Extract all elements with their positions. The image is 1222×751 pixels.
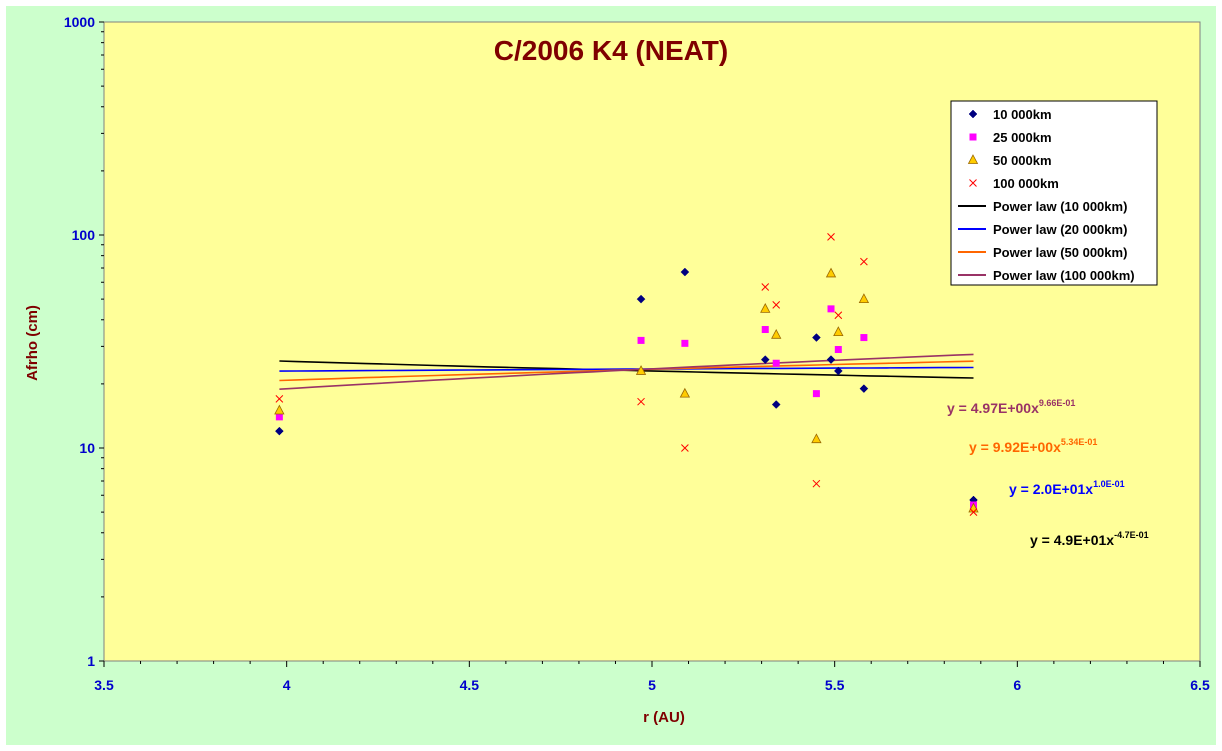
trend-lines xyxy=(279,353,974,390)
data-point xyxy=(275,413,283,421)
x-tick-label: 6 xyxy=(1013,677,1021,693)
legend-label: Power law (20 000km) xyxy=(993,222,1127,237)
legend-label: 100 000km xyxy=(993,176,1059,191)
data-point xyxy=(275,395,284,403)
legend-label: 10 000km xyxy=(993,107,1052,122)
x-tick-label: 4.5 xyxy=(460,677,480,693)
x-axis-title: r (AU) xyxy=(643,709,685,726)
trend-line xyxy=(279,353,974,390)
x-tick-label: 3.5 xyxy=(94,677,114,693)
data-point xyxy=(637,336,645,344)
data-point xyxy=(827,233,835,241)
x-tick-label: 4 xyxy=(283,677,291,693)
data-point xyxy=(811,433,822,444)
trendline-equation: y = 4.9E+01x-4.7E-01 xyxy=(1030,530,1149,548)
data-point xyxy=(833,326,844,337)
data-point xyxy=(827,305,835,313)
data-point xyxy=(637,397,645,406)
data-point xyxy=(772,359,780,367)
data-point xyxy=(761,283,770,291)
data-point xyxy=(679,387,691,398)
data-point xyxy=(274,404,285,415)
legend-label: 50 000km xyxy=(993,153,1052,168)
minor-ticks xyxy=(101,31,1164,664)
data-point xyxy=(636,294,646,304)
data-point xyxy=(760,355,770,364)
data-point xyxy=(681,444,689,452)
data-point xyxy=(771,400,781,409)
y-tick-label: 1000 xyxy=(64,14,95,30)
x-tick-label: 5 xyxy=(648,677,656,693)
legend-marker xyxy=(967,154,979,164)
data-point xyxy=(772,300,781,309)
data-point xyxy=(858,293,870,304)
y-tick-label: 1 xyxy=(87,653,95,669)
chart-svg: 1 10 100 1000 3.5 4 4.5 5 5.5 6 6.5 C/2006 K4 (NE… xyxy=(24,14,1210,726)
x-tick-label: 6.5 xyxy=(1190,677,1210,693)
chart-title: C/2006 K4 (NEAT) xyxy=(494,35,728,66)
data-point xyxy=(833,366,843,376)
data-point xyxy=(760,303,771,313)
data-point xyxy=(834,311,843,320)
y-tick-label: 10 xyxy=(79,440,95,456)
data-point xyxy=(635,365,647,375)
legend-marker xyxy=(968,109,978,119)
trendline-equation: y = 9.92E+00x5.34E-01 xyxy=(969,437,1097,455)
data-point xyxy=(812,479,821,488)
data-point xyxy=(681,339,689,347)
data-point xyxy=(834,346,842,354)
trendline-equation: y = 4.97E+00x9.66E-01 xyxy=(947,398,1075,416)
legend-label: Power law (50 000km) xyxy=(993,245,1127,260)
legend-marker xyxy=(969,133,977,141)
data-markers xyxy=(274,233,979,516)
y-axis-ticks: 1 10 100 1000 xyxy=(64,14,104,669)
trendline-equations: y = 4.9E+01x-4.7E-01 y = 2.0E+01x1.0E-01 y… xyxy=(947,398,1149,548)
trendline-equation: y = 2.0E+01x1.0E-01 xyxy=(1009,479,1125,497)
legend-box xyxy=(950,100,1158,286)
y-tick-label: 100 xyxy=(72,227,96,243)
data-point xyxy=(969,508,978,516)
data-point xyxy=(825,267,837,278)
y-axis-title: Afrho (cm) xyxy=(24,305,41,381)
x-axis-ticks: 3.5 4 4.5 5 5.5 6 6.5 xyxy=(94,661,1210,693)
x-tick-label: 5.5 xyxy=(825,677,845,693)
legend-marker xyxy=(969,179,977,187)
data-point xyxy=(761,326,769,334)
legend-label: Power law (10 000km) xyxy=(993,199,1127,214)
chart-area: 1 10 100 1000 3.5 4 4.5 5 5.5 6 6.5 C/2006 K4 (NE… xyxy=(6,6,1216,745)
legend-label: Power law (100 000km) xyxy=(993,268,1135,283)
data-point xyxy=(275,426,284,436)
data-point xyxy=(826,355,836,364)
data-point xyxy=(812,390,820,398)
data-point xyxy=(860,257,868,266)
data-point xyxy=(771,328,782,339)
legend: 10 000km 25 000km 50 000km 100 000km Power l… xyxy=(950,100,1158,286)
legend-label: 25 000km xyxy=(993,130,1052,145)
data-point xyxy=(860,334,868,342)
data-point xyxy=(859,384,869,393)
data-point xyxy=(680,267,690,277)
data-point xyxy=(812,333,821,342)
